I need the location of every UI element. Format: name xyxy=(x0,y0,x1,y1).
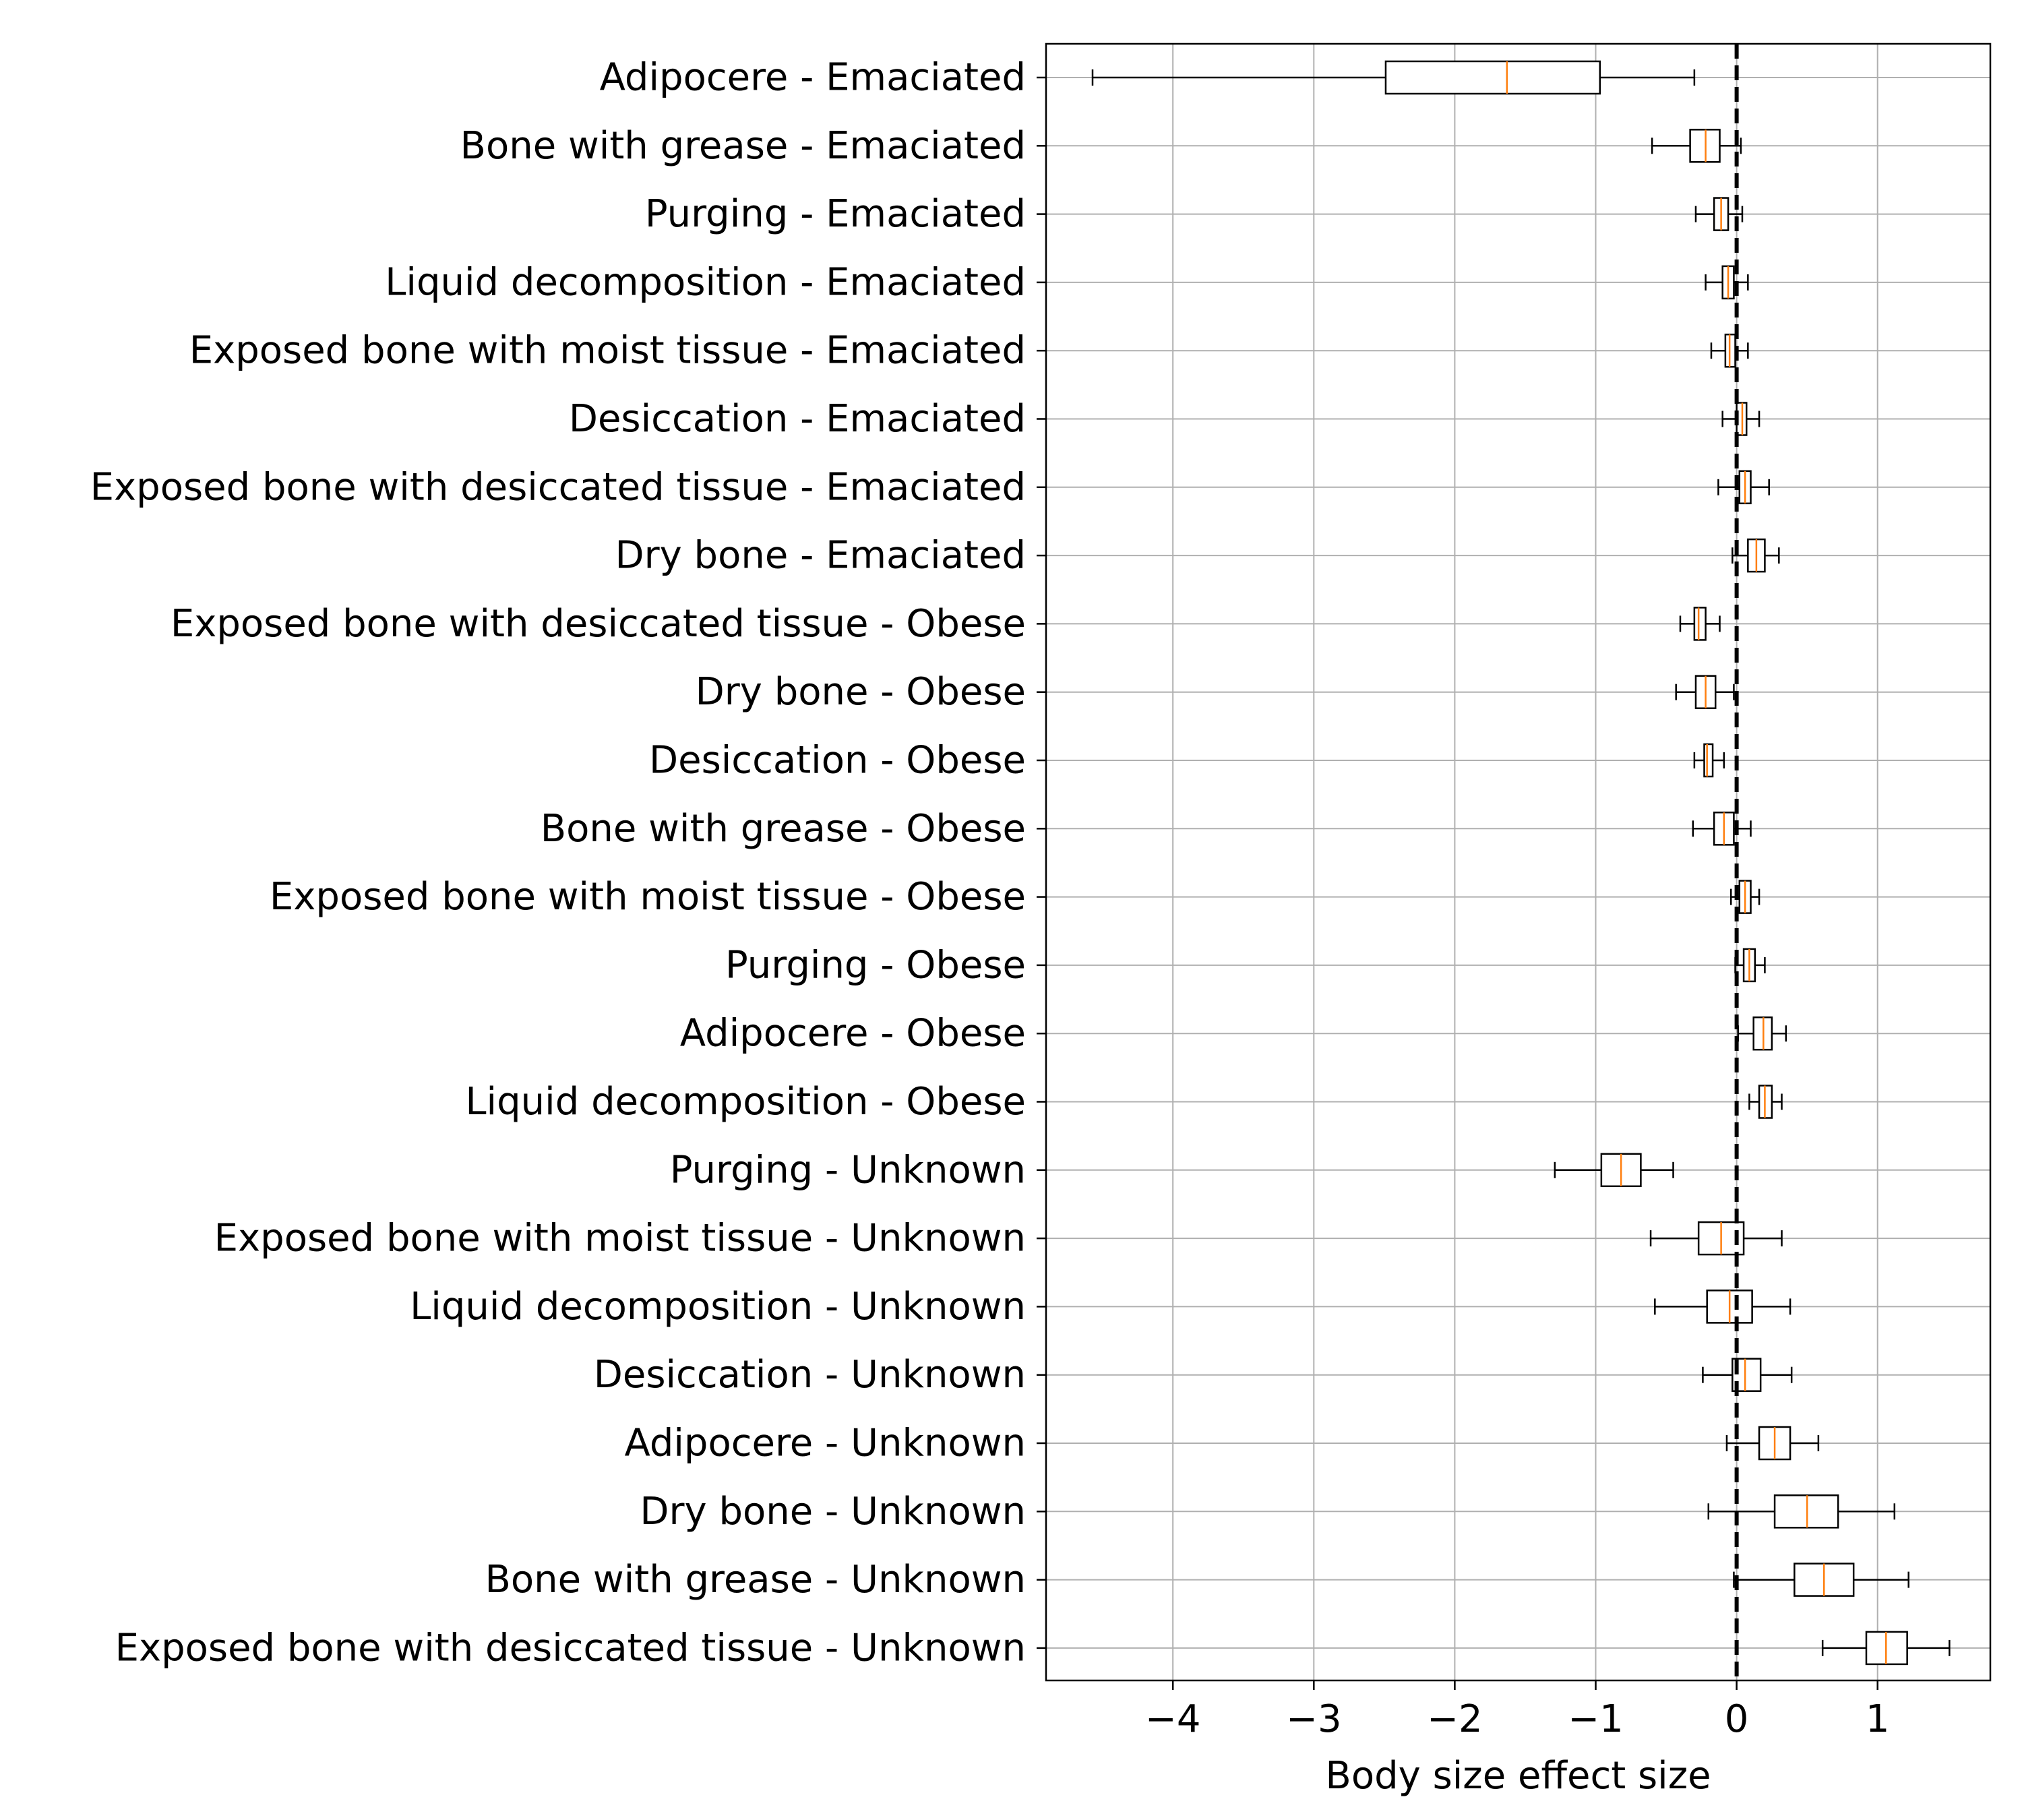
y-tick-label: Bone with grease - Unknown xyxy=(485,1558,1026,1602)
x-tick-label: −1 xyxy=(1568,1697,1624,1741)
y-tick-label: Desiccation - Emaciated xyxy=(569,397,1026,441)
y-tick-label: Purging - Obese xyxy=(725,943,1026,987)
x-tick-label: 0 xyxy=(1725,1697,1749,1741)
x-tick-label: 1 xyxy=(1866,1697,1890,1741)
plot-area-frame xyxy=(1045,42,1992,1682)
y-tick-label: Exposed bone with desiccated tissue - Em… xyxy=(90,465,1026,509)
y-tick-label: Exposed bone with desiccated tissue - Un… xyxy=(115,1626,1026,1670)
box-item xyxy=(1717,470,1770,505)
box-item xyxy=(1649,1221,1783,1256)
y-tick-label: Adipocere - Unknown xyxy=(625,1422,1027,1465)
y-tick-label: Dry bone - Emaciated xyxy=(615,534,1026,578)
y-tick-label: Liquid decomposition - Obese xyxy=(465,1080,1026,1124)
y-tick-label: Purging - Emaciated xyxy=(645,192,1026,236)
box-item xyxy=(1675,675,1735,709)
y-tick-label: Desiccation - Obese xyxy=(649,739,1026,783)
box-item xyxy=(1748,1085,1783,1119)
y-axis: Adipocere - Emaciated Bone with grease - … xyxy=(90,56,1046,1670)
box-item xyxy=(1732,538,1780,573)
box-item xyxy=(1554,1153,1674,1188)
y-tick-label: Purging - Unknown xyxy=(670,1148,1026,1192)
box-item xyxy=(1693,743,1725,778)
y-tick-label: Dry bone - Unknown xyxy=(640,1490,1026,1534)
box-item xyxy=(1651,129,1742,163)
y-tick-label: Desiccation - Unknown xyxy=(594,1353,1026,1397)
box-item xyxy=(1710,333,1749,368)
y-tick-label: Dry bone - Obese xyxy=(696,670,1026,714)
box-item xyxy=(1733,1563,1909,1597)
y-tick-label: Liquid decomposition - Emaciated xyxy=(385,260,1026,304)
box-item xyxy=(1694,197,1744,231)
box-item xyxy=(1734,948,1766,983)
box-item xyxy=(1692,812,1752,846)
iqr-box xyxy=(1384,60,1601,95)
x-tick-label: −2 xyxy=(1427,1697,1483,1741)
box-item xyxy=(1821,1631,1951,1666)
box-item xyxy=(1725,1426,1820,1461)
y-tick-label: Liquid decomposition - Unknown xyxy=(410,1285,1026,1329)
y-tick-label: Exposed bone with desiccated tissue - Ob… xyxy=(171,602,1026,646)
x-axis: −4 −3 −2 −1 0 1 xyxy=(1145,1680,1890,1741)
x-tick-label: −3 xyxy=(1286,1697,1342,1741)
box-item xyxy=(1707,1494,1896,1529)
iqr-box xyxy=(1703,743,1714,778)
boxes xyxy=(1091,60,1951,1666)
box-item xyxy=(1705,265,1749,300)
box-item xyxy=(1654,1290,1791,1324)
y-tick-label: Adipocere - Obese xyxy=(680,1012,1026,1056)
y-tick-label: Bone with grease - Emaciated xyxy=(460,124,1026,168)
x-tick-label: −4 xyxy=(1145,1697,1201,1741)
y-tick-label: Bone with grease - Obese xyxy=(541,807,1026,851)
y-tick-label: Exposed bone with moist tissue - Emaciat… xyxy=(189,329,1026,373)
y-tick-label: Adipocere - Emaciated xyxy=(600,56,1026,100)
box-item xyxy=(1729,880,1760,914)
iqr-box xyxy=(1693,607,1707,641)
y-tick-label: Exposed bone with moist tissue - Obese xyxy=(270,875,1026,919)
grid xyxy=(1046,44,1990,1680)
box-item xyxy=(1091,60,1696,95)
y-tick-label: Exposed bone with moist tissue - Unknown xyxy=(214,1217,1026,1261)
box-item xyxy=(1721,402,1760,436)
box-item xyxy=(1679,607,1721,641)
x-axis-label: Body size effect size xyxy=(1325,1754,1711,1798)
